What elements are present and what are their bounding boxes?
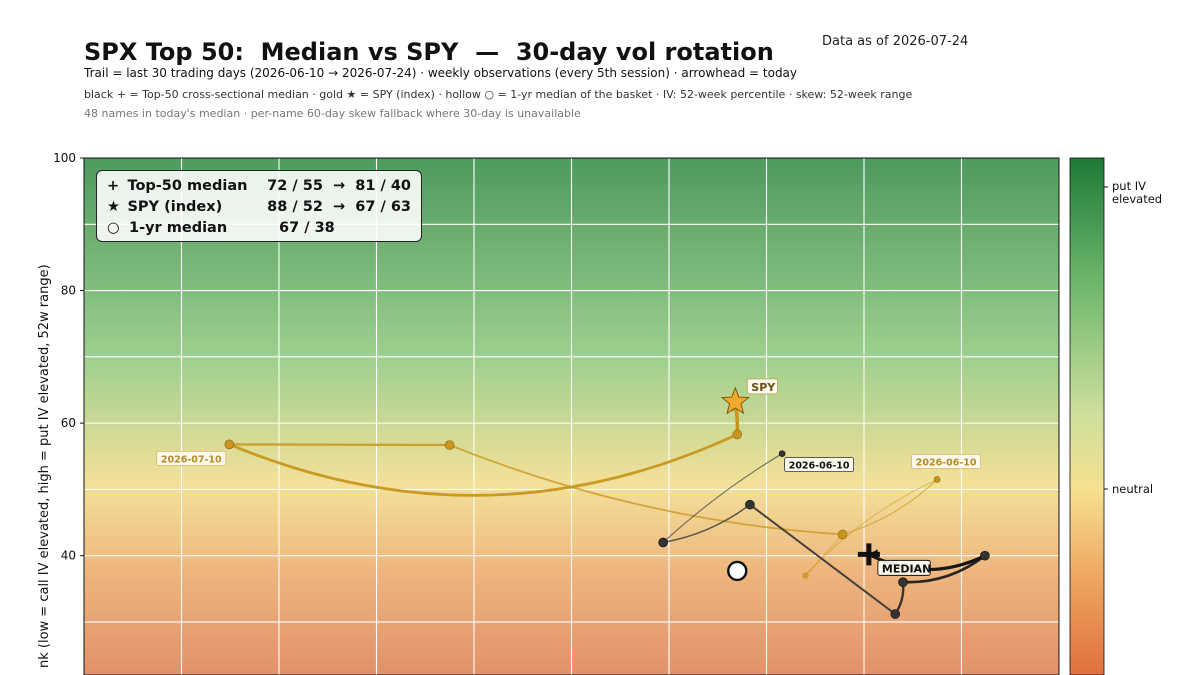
median-trail-segment [901, 554, 987, 584]
median-trail-segment [662, 503, 751, 544]
legend-row-median: + Top-50 median 72 / 55 → 81 / 40 [107, 176, 411, 197]
median-current-marker [857, 543, 880, 566]
grid-lines [84, 158, 1059, 675]
spy-trail-segment [227, 432, 739, 497]
colorbar-ticks [1104, 186, 1108, 490]
date-label: 2026-06-10 [911, 454, 982, 469]
subtitle-legend-notes: black + = Top-50 cross-sectional median … [84, 88, 913, 101]
spy-point [802, 572, 809, 579]
legend-value: 88 / 52 → 67 / 63 [267, 199, 411, 215]
median-name-tag: MEDIAN [877, 559, 931, 576]
data-marks: 2026-06-10 2026-07-10 2026-06-10 SPY MEDIAN [156, 378, 990, 619]
spy-trail-segment [841, 478, 938, 536]
legend-box: + Top-50 median 72 / 55 → 81 / 40 ★ SPY … [96, 170, 422, 242]
y-tick-label: 60 [61, 416, 76, 430]
legend-label: 1-yr median [129, 220, 228, 236]
y-tick-label: 80 [61, 284, 76, 298]
subtitle-coverage-notes: 48 names in today's median · per-name 60… [84, 107, 581, 120]
colorbar-label-put-iv: put IV elevated [1112, 179, 1162, 206]
spy-point [837, 529, 848, 540]
svg-text:MEDIAN: MEDIAN [882, 562, 931, 575]
plot-frame [83, 157, 1060, 675]
median-point [658, 537, 668, 548]
median-point [745, 499, 755, 510]
colorbar [1069, 157, 1105, 675]
colorbar-label-neutral: neutral [1112, 482, 1153, 496]
svg-text:2026-06-10: 2026-06-10 [789, 461, 850, 472]
median-point [890, 609, 901, 619]
circle-icon: ○ [107, 220, 120, 236]
legend-row-spy: ★ SPY (index) 88 / 52 → 67 / 63 [107, 197, 411, 218]
legend-label: SPY (index) [127, 199, 223, 215]
one-year-median-marker [727, 560, 748, 582]
spy-current-marker [720, 386, 750, 415]
svg-text:SPY: SPY [751, 381, 776, 394]
median-point [778, 450, 786, 457]
legend-value: 72 / 55 → 81 / 40 [267, 178, 411, 194]
subtitle-trail: Trail = last 30 trading days (2026-06-10… [84, 66, 798, 80]
median-point [898, 577, 908, 588]
svg-text:2026-06-10: 2026-06-10 [916, 457, 977, 468]
spy-name-tag: SPY [746, 378, 778, 395]
spy-point [732, 429, 743, 440]
y-axis: 40 60 80 100 [53, 151, 84, 563]
y-tick-label: 100 [53, 151, 76, 165]
legend-value: 67 / 38 [279, 220, 335, 236]
median-trail-segment [748, 503, 897, 616]
chart-title: SPX Top 50: Median vs SPY — 30-day vol r… [84, 38, 774, 66]
median-point [980, 550, 990, 561]
legend-row-1yr: ○ 1-yr median 67 / 38 [107, 218, 411, 239]
spy-point [444, 440, 455, 450]
date-label: 2026-07-10 [156, 450, 227, 466]
median-trail-segment [662, 453, 783, 543]
y-axis-label: nk (low = call IV elevated, high = put I… [37, 264, 52, 668]
spy-point [933, 476, 941, 483]
svg-text:2026-07-10: 2026-07-10 [161, 454, 222, 465]
date-label: 2026-06-10 [784, 457, 854, 473]
star-icon: ★ [107, 199, 120, 215]
spy-trail-segment [448, 444, 844, 536]
spy-point [224, 439, 235, 450]
plus-icon: + [107, 178, 120, 194]
legend-label: Top-50 median [127, 178, 248, 194]
y-tick-label: 40 [61, 549, 76, 563]
spy-trail-segment [228, 443, 451, 447]
spy-trail-branch [805, 478, 938, 577]
data-as-of: Data as of 2026-07-24 [822, 34, 969, 49]
